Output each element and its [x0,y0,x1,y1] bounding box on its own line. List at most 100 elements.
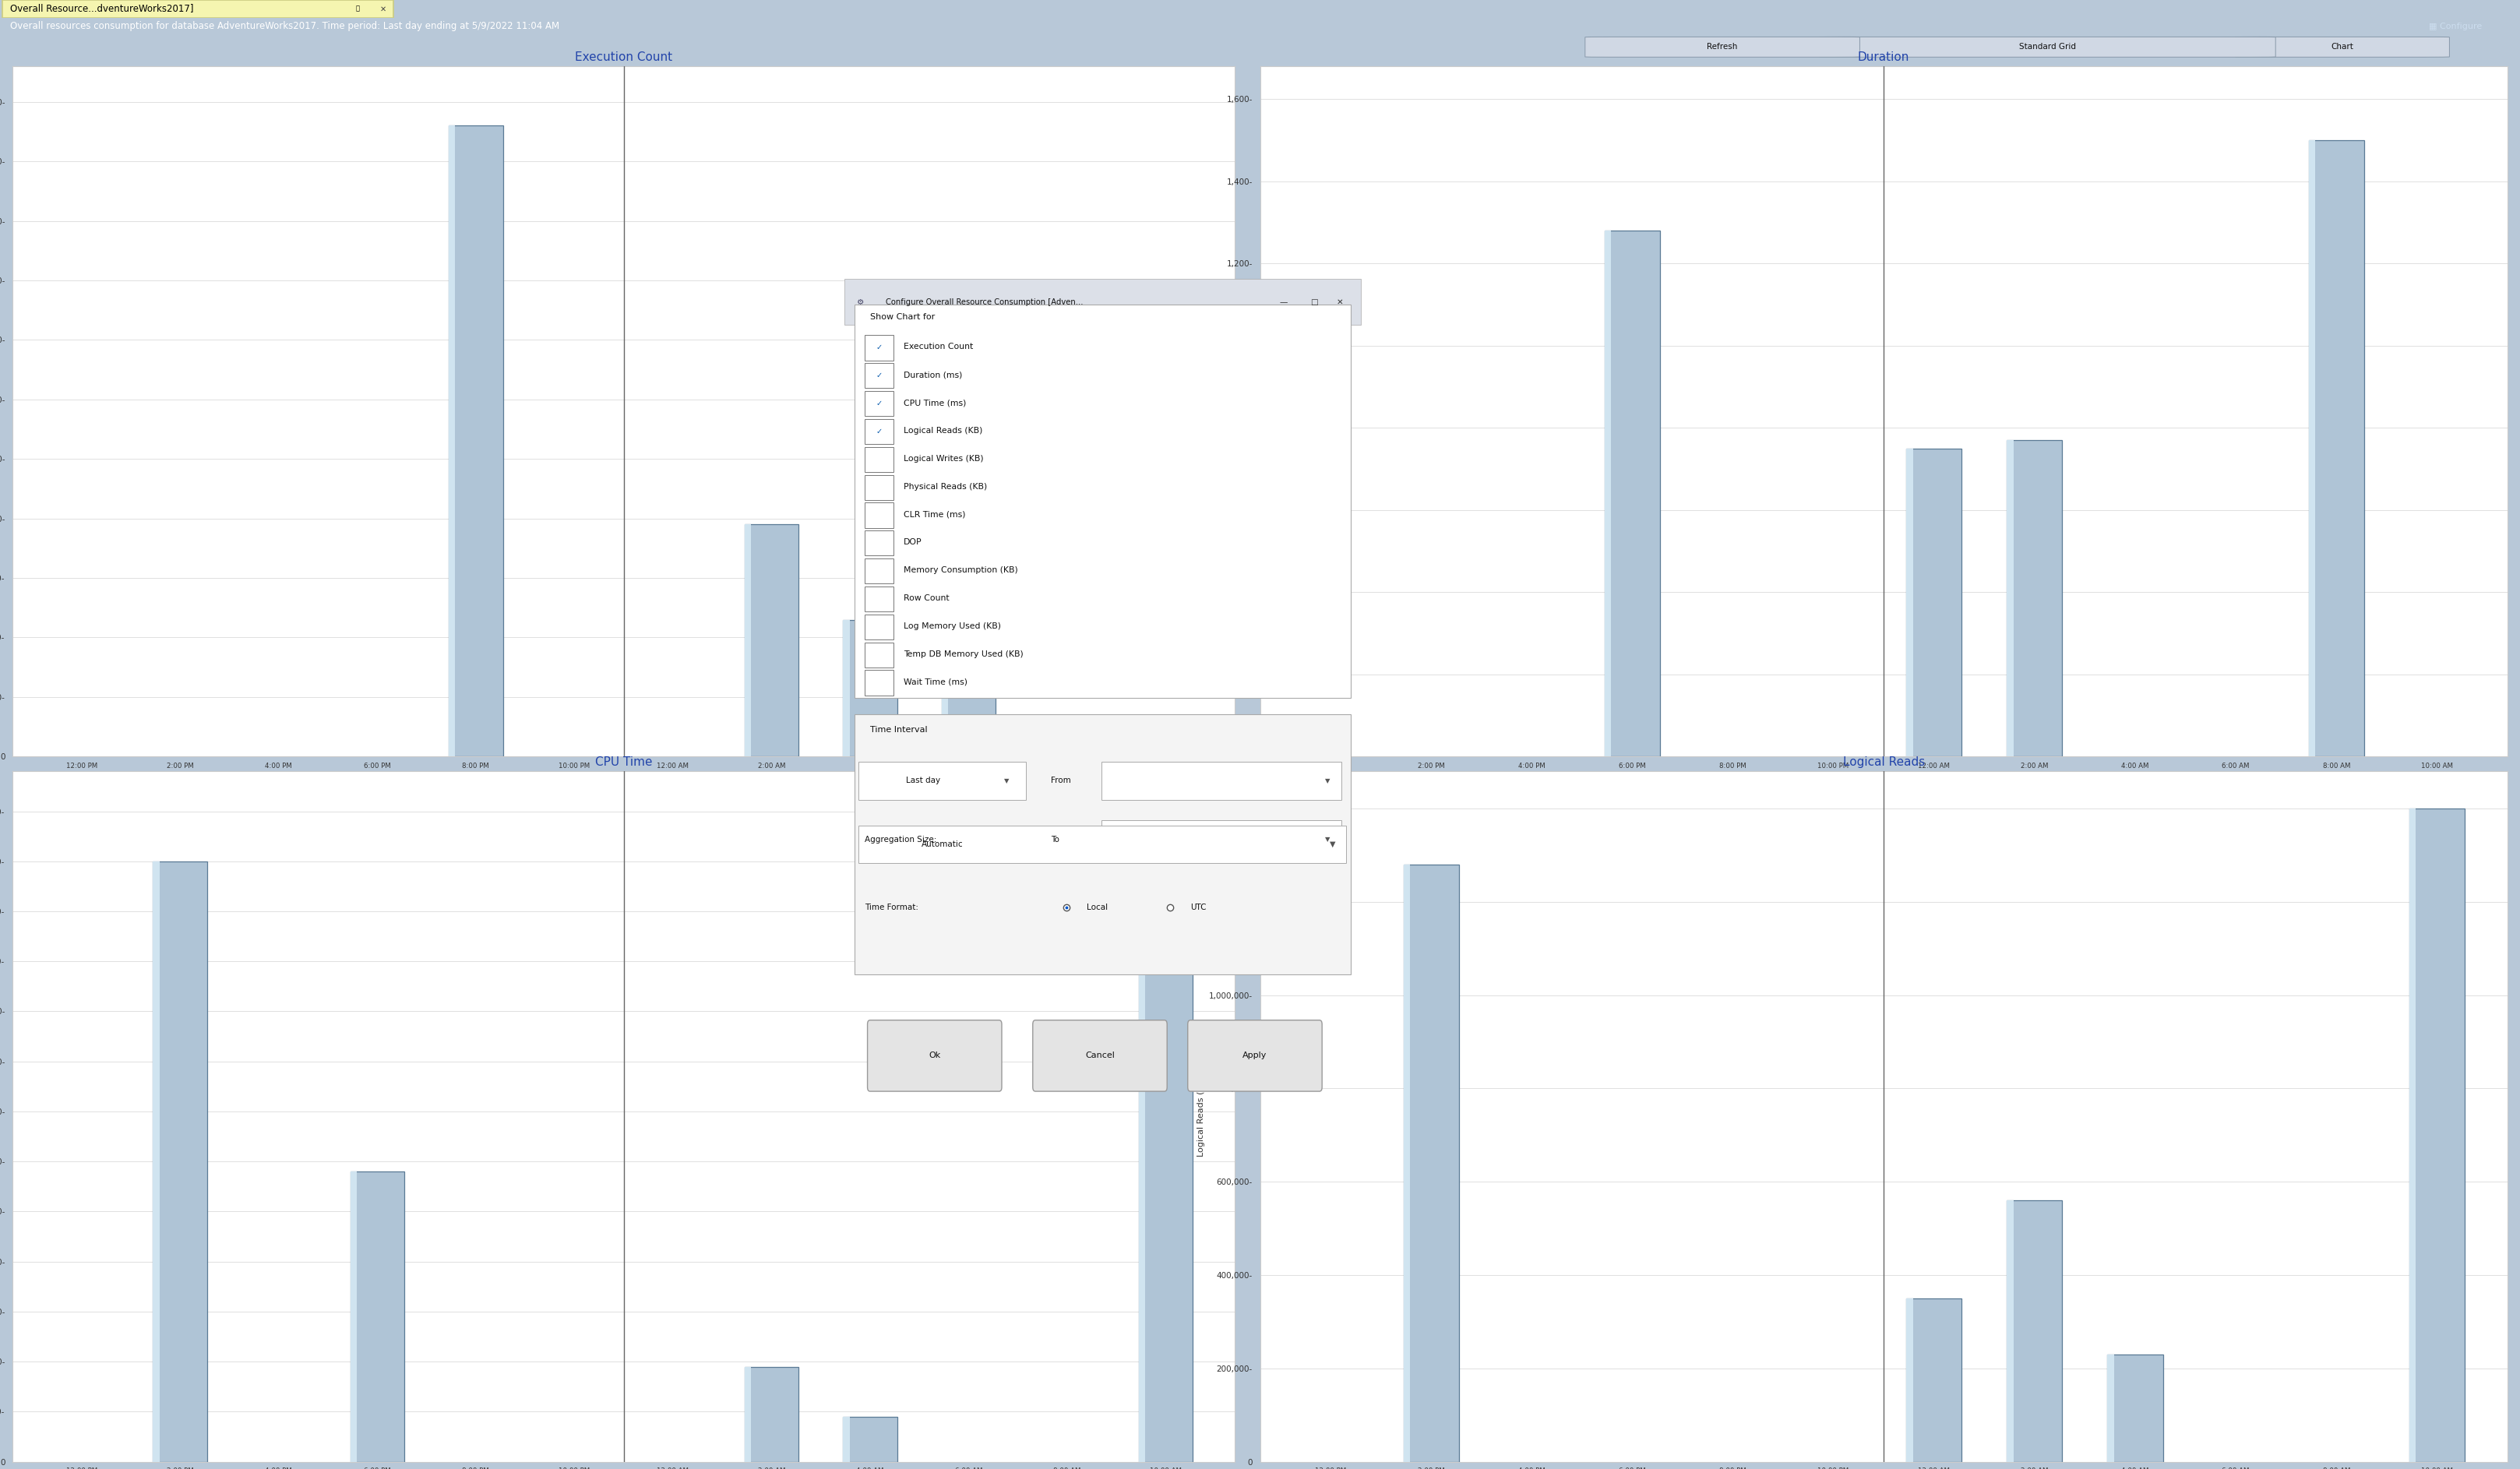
FancyBboxPatch shape [859,826,1346,862]
Text: Execution Count: Execution Count [905,344,973,351]
Text: From: From [1051,777,1071,784]
FancyBboxPatch shape [864,558,895,583]
Bar [350,1171,403,1462]
Bar [350,1171,358,1462]
Text: Logical Writes (KB): Logical Writes (KB) [905,455,983,463]
FancyBboxPatch shape [867,1019,1003,1091]
Text: UTC: UTC [1189,903,1207,911]
Bar [1905,448,1961,757]
Text: □: □ [1310,298,1318,306]
Bar [844,1416,849,1462]
Text: ▼: ▼ [1331,840,1336,848]
Text: —: — [1280,298,1288,306]
FancyBboxPatch shape [1585,37,1860,57]
Title: CPU Time: CPU Time [595,757,653,768]
Bar [154,861,207,1462]
Bar [2006,441,2061,757]
Text: Physical Reads (KB): Physical Reads (KB) [905,483,988,491]
FancyBboxPatch shape [864,447,895,472]
FancyBboxPatch shape [864,586,895,611]
Text: Logical Reads (KB): Logical Reads (KB) [905,427,983,435]
Bar [2409,808,2417,1462]
FancyBboxPatch shape [864,363,895,388]
Text: CPU Time (ms): CPU Time (ms) [905,400,965,407]
Bar [942,661,948,757]
Bar [1905,1299,1913,1462]
Bar [2006,1200,2061,1462]
Text: Cancel: Cancel [1086,1052,1114,1059]
Title: Duration: Duration [1857,51,1910,63]
Text: Memory Consumption (KB): Memory Consumption (KB) [905,567,1018,574]
FancyBboxPatch shape [1819,37,2276,57]
Title: Logical Reads: Logical Reads [1842,757,1925,768]
Bar [743,524,799,757]
Text: CLR Time (ms): CLR Time (ms) [905,511,965,519]
Bar [942,661,995,757]
Text: 📌: 📌 [355,6,360,12]
FancyBboxPatch shape [859,761,1026,801]
Text: ✕: ✕ [381,4,386,13]
Bar [1404,865,1459,1462]
Text: Last day: Last day [907,777,940,784]
Bar [743,524,751,757]
Bar [1905,1299,1961,1462]
Text: DOP: DOP [905,539,922,546]
Text: ✓: ✓ [874,400,882,407]
Bar [2409,808,2465,1462]
FancyBboxPatch shape [864,335,895,360]
FancyBboxPatch shape [1101,761,1341,801]
Bar [449,126,504,757]
Bar [2006,441,2013,757]
Text: ▼: ▼ [1326,836,1331,843]
Text: Row Count: Row Count [905,595,950,602]
Title: Execution Count: Execution Count [575,51,673,63]
Text: Refresh: Refresh [1706,43,1739,50]
Text: ▼: ▼ [1326,777,1331,784]
Bar [2308,140,2364,757]
Text: ▼: ▼ [1005,777,1011,784]
FancyBboxPatch shape [854,714,1351,974]
Y-axis label: Duration (ms): Duration (ms) [1215,380,1222,442]
FancyBboxPatch shape [854,304,1351,698]
Bar [2107,1354,2114,1462]
FancyBboxPatch shape [864,391,895,416]
Bar [449,126,456,757]
Text: Log Memory Used (KB): Log Memory Used (KB) [905,623,1000,630]
Bar [154,861,159,1462]
Text: ▦ Configure: ▦ Configure [2429,22,2482,31]
Bar [1404,865,1411,1462]
FancyBboxPatch shape [3,0,393,18]
Text: Automatic: Automatic [922,840,963,848]
Bar [1905,448,1913,757]
Bar [743,1366,751,1462]
Bar [844,620,897,757]
Text: Time Format:: Time Format: [864,903,920,911]
Bar [1139,836,1144,1462]
Text: Wait Time (ms): Wait Time (ms) [905,679,968,686]
Text: ✓: ✓ [874,344,882,351]
Text: Ok: Ok [930,1052,940,1059]
Text: ✕: ✕ [1336,298,1343,306]
Bar [1605,231,1610,757]
Text: Overall resources consumption for database AdventureWorks2017. Time period: Last: Overall resources consumption for databa… [10,22,559,31]
Text: Standard Grid: Standard Grid [2019,43,2076,50]
FancyBboxPatch shape [864,642,895,667]
FancyBboxPatch shape [864,614,895,639]
Bar [743,1366,799,1462]
Text: Configure Overall Resource Consumption [Adven...: Configure Overall Resource Consumption [… [885,298,1084,306]
FancyBboxPatch shape [864,474,895,499]
FancyBboxPatch shape [2235,37,2449,57]
Text: Overall Resource...dventureWorks2017]: Overall Resource...dventureWorks2017] [10,3,194,13]
Text: Duration (ms): Duration (ms) [905,372,963,379]
Y-axis label: Logical Reads (KB): Logical Reads (KB) [1197,1077,1205,1156]
Text: Temp DB Memory Used (KB): Temp DB Memory Used (KB) [905,651,1023,658]
Text: Aggregation Size:: Aggregation Size: [864,836,937,843]
FancyBboxPatch shape [864,530,895,555]
Bar [2308,140,2316,757]
Text: ✓: ✓ [874,372,882,379]
Text: To: To [1051,836,1058,843]
FancyBboxPatch shape [844,279,1361,325]
Text: Chart: Chart [2331,43,2354,50]
Bar [2006,1200,2013,1462]
FancyBboxPatch shape [864,502,895,527]
